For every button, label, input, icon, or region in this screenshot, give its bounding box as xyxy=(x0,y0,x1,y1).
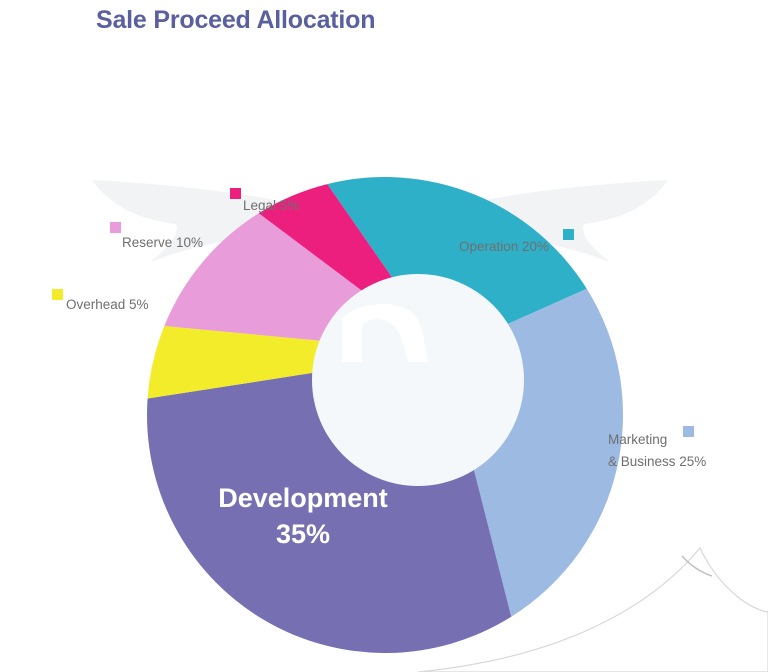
slice-marketing-business-25 xyxy=(473,288,623,617)
donut-hole xyxy=(312,274,524,486)
chart-title: Sale Proceed Allocation xyxy=(96,6,376,34)
slice-label-overhead-5: Overhead 5% xyxy=(66,297,149,312)
slice-label-operation-20: Operation 20% xyxy=(459,239,549,254)
slice-operation-20 xyxy=(327,177,587,325)
page-curl xyxy=(417,546,768,672)
legend-swatch-reserve-10 xyxy=(110,222,121,233)
slice-label-marketing-business-25-line-2: & Business 25% xyxy=(608,454,706,469)
slice-development-35 xyxy=(146,372,512,653)
slice-legal-5 xyxy=(258,184,393,291)
slice-label-development-35-line-1: Development xyxy=(218,483,388,513)
legend-swatch-legal-5 xyxy=(230,188,241,199)
slice-label-reserve-10: Reserve 10% xyxy=(122,235,203,250)
legend-swatch-overhead-5 xyxy=(52,289,63,300)
slice-label-marketing-business-25-line-1: Marketing xyxy=(608,432,667,447)
slice-overhead-5 xyxy=(147,325,321,399)
slice-label-legal-5: Legal 5% xyxy=(243,198,299,213)
slice-reserve-10 xyxy=(164,213,363,341)
legend-swatch-operation-20 xyxy=(563,229,574,240)
watermark-n-icon xyxy=(342,304,428,362)
slice-label-development-35-line-2: 35% xyxy=(276,519,330,549)
legend-swatch-marketing-business-25 xyxy=(683,426,694,437)
watermark-logo xyxy=(92,180,668,262)
